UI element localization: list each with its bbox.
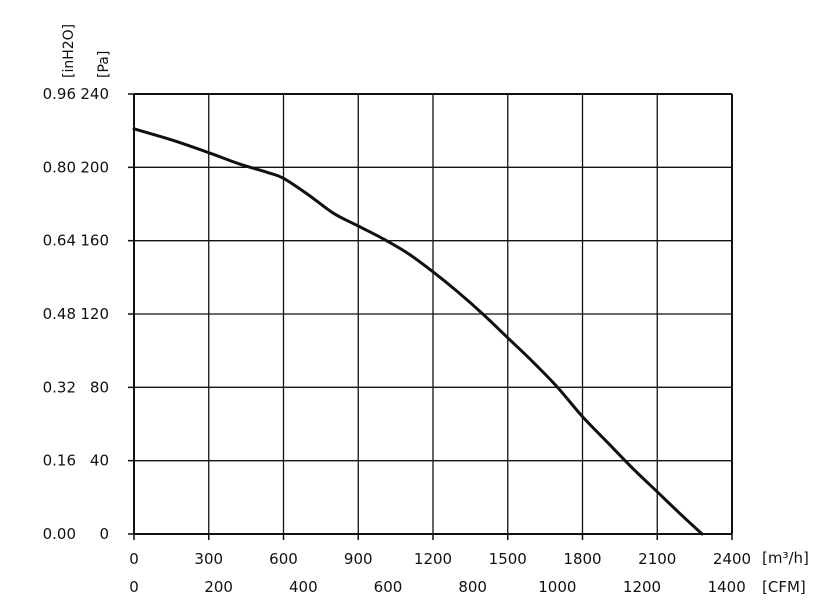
x-secondary-tick-label: 400 [289, 578, 318, 596]
x-secondary-tick-label: 1000 [538, 578, 576, 596]
x-secondary-tick-label: 800 [458, 578, 487, 596]
y-secondary-unit-label: [inH2O] [61, 24, 77, 78]
x-primary-tick-label: 300 [194, 550, 223, 568]
y-secondary-tick-label: 0.64 [43, 232, 76, 250]
y-primary-tick-label: 40 [90, 452, 109, 470]
y-secondary-tick-label: 0.80 [43, 158, 76, 176]
x-primary-tick-label: 1500 [489, 550, 527, 568]
x-primary-tick-label: 2100 [638, 550, 676, 568]
y-primary-tick-label: 80 [90, 378, 109, 396]
x-secondary-tick-label: 600 [374, 578, 403, 596]
x-secondary-tick-label: 1400 [708, 578, 746, 596]
y-primary-tick-label: 240 [80, 85, 109, 103]
x-primary-tick-label: 900 [344, 550, 373, 568]
axes [128, 93, 733, 540]
y-primary-unit-label: [Pa] [96, 51, 112, 78]
y-secondary-tick-label: 0.00 [43, 525, 76, 543]
x-secondary-tick-label: 0 [129, 578, 139, 596]
x-primary-tick-label: 2400 [713, 550, 751, 568]
curve-layer [132, 127, 704, 536]
y-secondary-tick-label: 0.96 [43, 85, 76, 103]
axis-labels: [inH2O] [Pa] [m³/h] [CFM] 0 300 600 900 1200… [43, 24, 809, 596]
x-primary-tick-label: 1200 [414, 550, 452, 568]
y-secondary-tick-label: 0.32 [43, 378, 76, 396]
y-primary-tick-label: 0 [99, 525, 109, 543]
pressure-flow-curve [132, 127, 704, 536]
y-secondary-tick-label: 0.48 [43, 305, 76, 323]
x-primary-tick-label: 600 [269, 550, 298, 568]
y-secondary-tick-label: 0.16 [43, 452, 76, 470]
y-primary-tick-label: 200 [80, 158, 109, 176]
x-secondary-tick-label: 1200 [623, 578, 661, 596]
x-primary-tick-label: 0 [129, 550, 139, 568]
grid-lines [134, 94, 732, 534]
y-primary-tick-label: 120 [80, 305, 109, 323]
x-primary-tick-label: 1800 [563, 550, 601, 568]
x-secondary-tick-label: 200 [204, 578, 233, 596]
x-primary-unit-label: [m³/h] [762, 549, 809, 567]
x-secondary-unit-label: [CFM] [762, 578, 806, 596]
y-primary-tick-label: 160 [80, 232, 109, 250]
